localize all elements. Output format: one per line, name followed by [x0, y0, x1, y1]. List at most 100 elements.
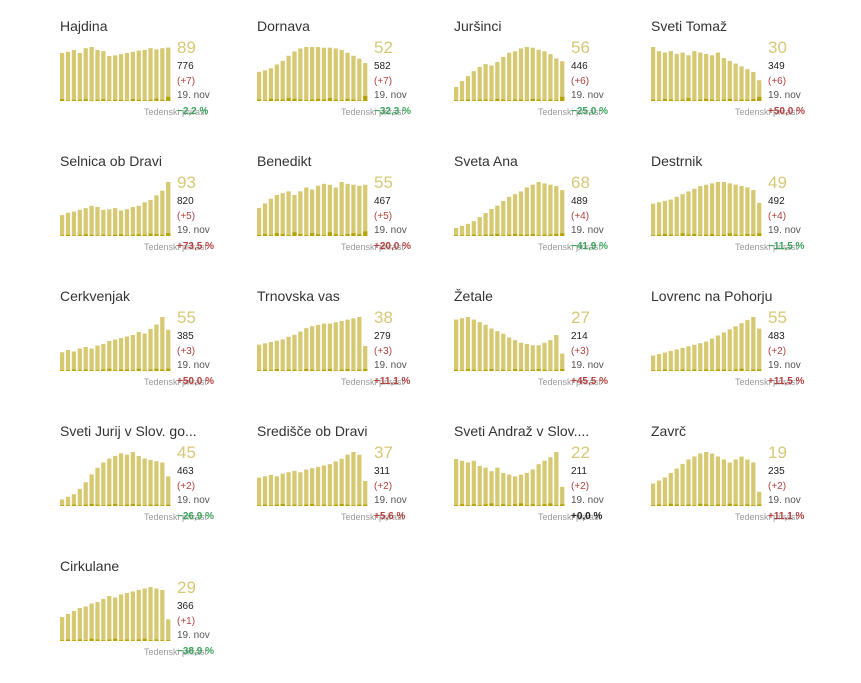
new-case-bar	[148, 369, 153, 371]
new-case-bar	[698, 503, 703, 506]
active-bar	[651, 203, 656, 236]
active-bar	[136, 50, 141, 101]
active-bar	[554, 452, 559, 506]
active-bar	[124, 53, 130, 101]
new-case-bar	[686, 504, 691, 506]
new-case-bar	[512, 233, 518, 236]
growth-label: Tedenski prirast	[143, 242, 207, 252]
municipality-name: Zavrč	[651, 423, 686, 439]
new-case-bar	[454, 505, 459, 506]
new-case-bar	[757, 233, 762, 236]
new-case-bar	[154, 639, 159, 641]
new-case-bar	[274, 504, 279, 506]
active-bar	[454, 458, 459, 506]
new-case-bar	[471, 100, 476, 101]
new-case-bar	[83, 640, 88, 641]
active-bar	[118, 210, 124, 236]
active-bar	[536, 182, 541, 236]
new-case-bar	[668, 503, 673, 506]
new-case-bar	[662, 233, 668, 236]
active-bar	[286, 55, 291, 101]
new-case-bar	[304, 235, 309, 236]
new-case-bar	[154, 504, 159, 506]
new-case-bar	[651, 235, 656, 236]
new-cases: (+3)	[571, 346, 590, 357]
municipality-card: Hajdina 89 776 (+7) 19. nov Tedenski prirast −…	[60, 18, 250, 143]
new-case-bar	[727, 503, 732, 506]
new-case-bar	[704, 98, 709, 101]
new-case-bar	[286, 369, 291, 371]
new-case-bar	[686, 98, 691, 101]
sparkline-chart	[257, 47, 368, 101]
active-bar	[715, 182, 721, 236]
sparkline-chart	[60, 587, 171, 641]
active-bar	[363, 345, 368, 371]
active-bar	[680, 194, 685, 236]
new-case-bar	[333, 504, 338, 506]
active-bar	[142, 202, 147, 236]
active-cases: 68	[571, 173, 590, 192]
new-case-bar	[118, 505, 124, 506]
new-case-bar	[542, 504, 547, 506]
new-case-bar	[465, 505, 471, 506]
new-case-bar	[351, 233, 356, 236]
new-case-bar	[656, 370, 662, 371]
growth-label: Tedenski prirast	[734, 512, 798, 522]
new-case-bar	[136, 368, 141, 371]
active-bar	[274, 340, 279, 371]
active-bar	[518, 342, 524, 371]
new-case-bar	[465, 99, 471, 101]
active-bar	[345, 319, 350, 371]
active-bar	[298, 191, 303, 236]
municipality-card: Benedikt 55 467 (+5) 19. nov Tedenski prirast…	[257, 153, 447, 278]
new-case-bar	[721, 99, 726, 101]
new-case-bar	[77, 639, 82, 641]
new-case-bar	[292, 232, 297, 236]
new-case-bar	[95, 370, 100, 371]
active-bar	[715, 456, 721, 506]
active-bar	[71, 611, 77, 641]
new-case-bar	[321, 369, 327, 371]
new-case-bar	[95, 235, 100, 236]
active-bar	[107, 56, 112, 101]
new-case-bar	[345, 369, 350, 371]
new-case-bar	[507, 370, 512, 371]
active-bar	[692, 51, 697, 101]
active-bar	[495, 205, 500, 236]
municipality-card: Destrnik 49 492 (+4) 19. nov Tedenski prirast…	[651, 153, 841, 278]
new-case-bar	[101, 234, 106, 236]
weekly-growth: −2,2 %	[177, 106, 209, 117]
date-label: 19. nov	[768, 495, 801, 506]
new-case-bar	[530, 233, 535, 236]
active-bar	[166, 182, 171, 236]
date-label: 19. nov	[768, 90, 801, 101]
active-bar	[142, 333, 147, 371]
active-bar	[651, 355, 656, 371]
active-bar	[65, 350, 71, 371]
active-bar	[454, 227, 459, 236]
active-bar	[148, 200, 153, 236]
new-case-bar	[130, 504, 135, 506]
new-case-bar	[477, 370, 482, 371]
active-bar	[60, 499, 65, 506]
active-bar	[530, 47, 535, 101]
new-case-bar	[60, 505, 65, 506]
new-case-bar	[77, 505, 82, 506]
new-case-bar	[257, 370, 262, 371]
new-case-bar	[89, 100, 94, 101]
active-bar	[524, 187, 529, 236]
active-bar	[501, 200, 506, 236]
growth-label: Tedenski prirast	[143, 107, 207, 117]
active-bar	[77, 53, 82, 101]
new-case-bar	[739, 99, 744, 101]
new-case-bar	[471, 369, 476, 371]
new-case-bar	[118, 640, 124, 641]
growth-label: Tedenski prirast	[143, 377, 207, 387]
sparkline-chart	[257, 182, 368, 236]
municipality-name: Sveti Andraž v Slov....	[454, 423, 590, 439]
active-bar	[727, 183, 732, 236]
new-case-bar	[733, 234, 738, 236]
municipality-name: Trnovska vas	[257, 288, 340, 304]
active-bar	[113, 455, 118, 506]
new-case-bar	[739, 505, 744, 506]
